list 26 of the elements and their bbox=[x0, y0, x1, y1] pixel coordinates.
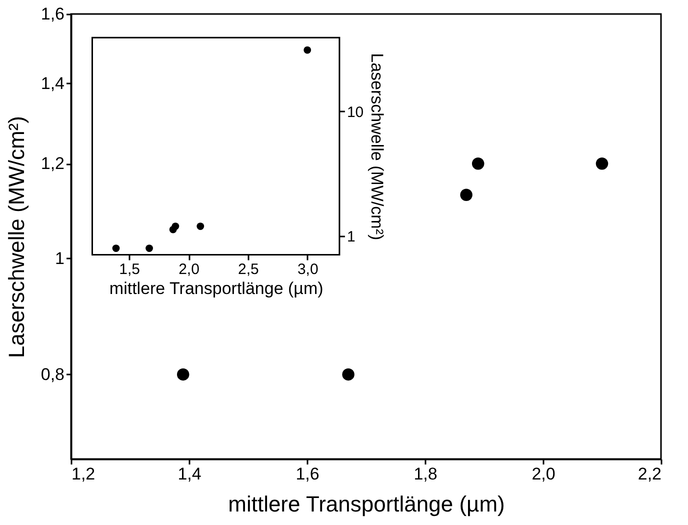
y-axis-title: Laserschwelle (MW/cm²) bbox=[4, 116, 29, 358]
point bbox=[146, 244, 153, 252]
x-tick-label: 2,5 bbox=[238, 261, 259, 278]
y-axis-title: Laserschwelle (MW/cm²) bbox=[368, 53, 387, 240]
x-tick-label: 1,8 bbox=[414, 464, 438, 484]
x-tick-label: 1,6 bbox=[296, 464, 320, 484]
x-tick-label: 2,0 bbox=[178, 261, 200, 278]
y-tick-label: 1,4 bbox=[40, 74, 64, 93]
x-tick-label: 2,2 bbox=[638, 464, 662, 484]
x-axis-title: mittlere Transportlänge (µm) bbox=[228, 492, 505, 516]
point bbox=[304, 46, 312, 54]
x-tick-label: 1,4 bbox=[178, 464, 202, 484]
point bbox=[196, 222, 204, 230]
y-tick-label: 10 bbox=[346, 104, 364, 121]
point bbox=[112, 244, 120, 252]
x-tick-label: 1,2 bbox=[72, 464, 96, 484]
y-tick-label: 1,6 bbox=[40, 4, 64, 24]
x-tick-label: 1,5 bbox=[119, 261, 140, 278]
y-tick-label: 1 bbox=[346, 228, 356, 246]
y-tick-label: 1 bbox=[55, 248, 64, 268]
point bbox=[172, 222, 180, 230]
x-tick-label: 2,0 bbox=[532, 464, 556, 484]
y-tick-label: 1,2 bbox=[40, 154, 64, 174]
x-tick-label: 3,0 bbox=[297, 261, 318, 278]
x-axis-title: mittlere Transportlänge (µm) bbox=[109, 279, 324, 298]
y-tick-label: 0,8 bbox=[40, 364, 64, 384]
